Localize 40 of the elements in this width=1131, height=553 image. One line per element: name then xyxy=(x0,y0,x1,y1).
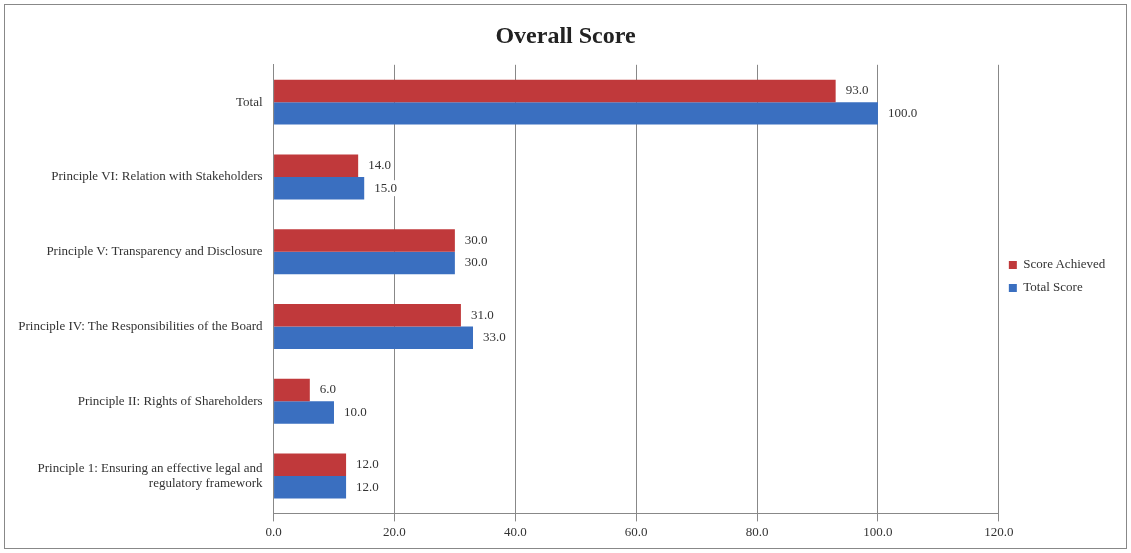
x-tick-label: 60.0 xyxy=(624,523,648,539)
bar xyxy=(274,378,310,402)
data-label: 10.0 xyxy=(343,403,367,419)
data-label: 15.0 xyxy=(374,179,397,195)
data-label: 30.0 xyxy=(464,231,488,247)
data-label: 14.0 xyxy=(368,157,391,173)
data-label: 100.0 xyxy=(887,104,918,120)
x-tick-label: 0.0 xyxy=(265,523,282,539)
bar xyxy=(274,79,836,103)
x-tick-label: 80.0 xyxy=(745,523,769,539)
bar xyxy=(274,326,474,349)
y-tick-label: Total xyxy=(236,93,263,109)
bar xyxy=(274,304,461,327)
data-label: 31.0 xyxy=(470,306,494,322)
x-tick-label: 20.0 xyxy=(383,523,406,539)
bar xyxy=(274,176,365,200)
data-label: 12.0 xyxy=(356,456,379,472)
x-tick-label: 120.0 xyxy=(984,523,1014,539)
x-tick-label: 100.0 xyxy=(863,523,893,539)
y-tick-label: Principle 1: Ensuring an effective legal and regulatory framework xyxy=(37,459,264,491)
legend-label: Total Score xyxy=(1023,279,1083,295)
data-label: 33.0 xyxy=(483,329,506,345)
bar xyxy=(274,453,347,477)
bar xyxy=(274,154,359,177)
data-label: 93.0 xyxy=(845,82,869,98)
data-label: 6.0 xyxy=(319,381,337,397)
chart-title: Overall Score xyxy=(495,21,636,48)
data-label: 12.0 xyxy=(356,478,379,494)
bar xyxy=(274,229,455,252)
bar xyxy=(274,251,455,275)
bar xyxy=(274,401,334,424)
y-tick-label: Principle VI: Relation with Stakeholders xyxy=(51,168,263,184)
bar xyxy=(274,476,347,499)
y-tick-label: Principle IV: The Responsibilities of the Board xyxy=(18,317,264,333)
y-tick-label: Principle V: Transparency and Disclosure xyxy=(46,243,263,259)
y-tick-label: Principle II: Rights of Shareholders xyxy=(77,392,263,408)
bar xyxy=(274,102,878,125)
data-label: 30.0 xyxy=(464,254,488,270)
x-tick-label: 40.0 xyxy=(503,523,527,539)
legend-label: Score Achieved xyxy=(1023,256,1106,272)
